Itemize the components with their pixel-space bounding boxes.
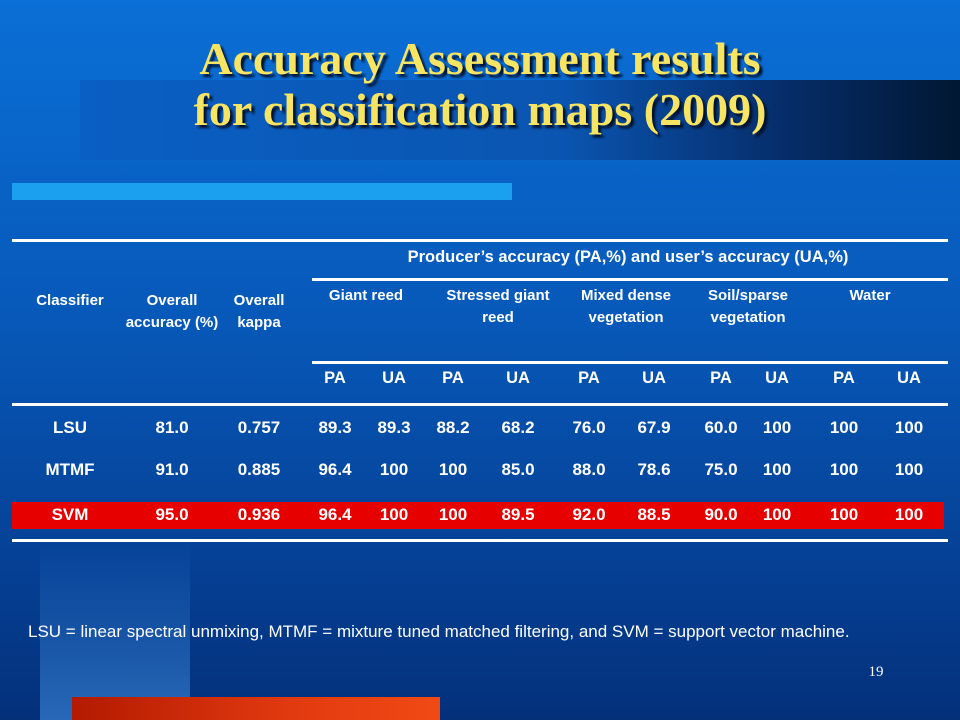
- row-overall-kappa: 0.885: [237, 460, 281, 479]
- row-overall-accuracy: 81.0: [155, 418, 189, 437]
- slide-title: Accuracy Assessment results for classifi…: [0, 34, 960, 136]
- subheader-ua: UA: [765, 369, 789, 387]
- subheader-pa: PA: [833, 369, 855, 387]
- table-rule-bottom: [12, 539, 948, 542]
- row-value: 78.6: [637, 460, 671, 479]
- header-overall-kappa: Overall kappa: [233, 292, 285, 331]
- subheader-pa: PA: [324, 369, 346, 387]
- row-value: 100: [379, 460, 409, 479]
- row-overall-kappa: 0.936: [237, 505, 281, 524]
- row-value: 100: [894, 505, 924, 524]
- row-value: 88.5: [637, 505, 671, 524]
- svm-row-highlight: [12, 502, 944, 529]
- row-value: 85.0: [501, 460, 535, 479]
- subheader-pa: PA: [578, 369, 600, 387]
- title-line-2: for classification maps (2009): [193, 84, 767, 135]
- row-value: 100: [762, 418, 792, 437]
- row-value: 60.0: [704, 418, 738, 437]
- row-classifier: SVM: [51, 505, 89, 524]
- subheader-pa: PA: [710, 369, 732, 387]
- row-value: 100: [379, 505, 409, 524]
- row-overall-accuracy: 95.0: [155, 505, 189, 524]
- row-overall-accuracy: 91.0: [155, 460, 189, 479]
- subheader-pa: PA: [442, 369, 464, 387]
- subheader-ua: UA: [897, 369, 921, 387]
- decorative-red-bar: [72, 697, 440, 720]
- row-overall-kappa: 0.757: [237, 418, 281, 437]
- footnote: LSU = linear spectral unmixing, MTMF = m…: [28, 622, 850, 641]
- header-class-soil-sparse-vegetation: Soil/sparse vegetation: [707, 287, 789, 326]
- decorative-column: [40, 540, 190, 720]
- subheader-ua: UA: [382, 369, 406, 387]
- page-number: 19: [868, 664, 884, 680]
- row-value: 96.4: [318, 460, 352, 479]
- row-value: 100: [438, 460, 468, 479]
- table-rule-classes: [312, 361, 948, 364]
- row-value: 100: [829, 418, 859, 437]
- header-classifier: Classifier: [36, 292, 104, 309]
- header-class-giant-reed: Giant reed: [328, 287, 404, 304]
- row-value: 100: [894, 418, 924, 437]
- row-value: 89.3: [318, 418, 352, 437]
- row-value: 100: [438, 505, 468, 524]
- header-class-mixed-dense-vegetation: Mixed dense vegetation: [580, 287, 672, 326]
- row-value: 100: [894, 460, 924, 479]
- subheader-ua: UA: [642, 369, 666, 387]
- row-value: 68.2: [501, 418, 535, 437]
- row-classifier: LSU: [53, 418, 87, 437]
- table-rule-group: [312, 278, 948, 281]
- row-value: 88.2: [436, 418, 470, 437]
- row-value: 100: [762, 505, 792, 524]
- table-rule-header-bottom: [12, 403, 948, 406]
- title-background-band: [80, 80, 960, 160]
- row-value: 96.4: [318, 505, 352, 524]
- row-value: 100: [829, 505, 859, 524]
- table-rule-top: [12, 239, 948, 242]
- row-value: 75.0: [704, 460, 738, 479]
- row-value: 89.5: [501, 505, 535, 524]
- subheader-ua: UA: [506, 369, 530, 387]
- header-class-water: Water: [849, 287, 891, 304]
- title-line-1: Accuracy Assessment results: [199, 33, 761, 84]
- header-pa-ua-group: Producer’s accuracy (PA,%) and user’s ac…: [407, 248, 849, 266]
- row-value: 76.0: [572, 418, 606, 437]
- row-value: 100: [762, 460, 792, 479]
- row-value: 67.9: [637, 418, 671, 437]
- header-overall-accuracy: Overall accuracy (%): [125, 292, 219, 331]
- row-value: 100: [829, 460, 859, 479]
- decorative-cyan-bar: [12, 183, 512, 200]
- row-value: 92.0: [572, 505, 606, 524]
- row-value: 89.3: [377, 418, 411, 437]
- header-class-stressed-giant-reed: Stressed giant reed: [446, 287, 550, 326]
- row-value: 90.0: [704, 505, 738, 524]
- row-classifier: MTMF: [45, 460, 95, 479]
- row-value: 88.0: [572, 460, 606, 479]
